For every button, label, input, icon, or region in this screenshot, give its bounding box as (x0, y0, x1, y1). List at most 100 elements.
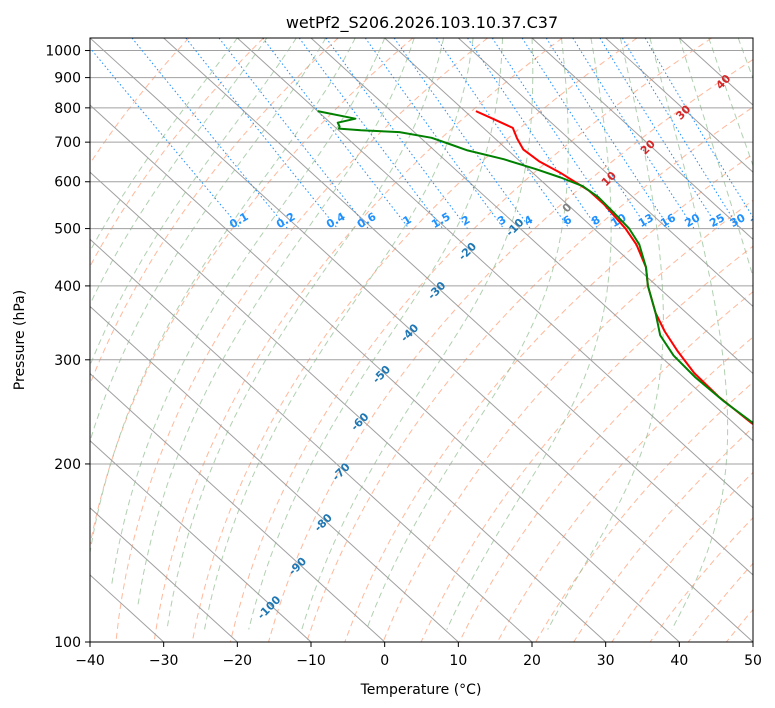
chart-title: wetPf2_S206.2026.103.10.37.C37 (286, 13, 558, 33)
isotherm-line (90, 372, 386, 642)
plot-frame (89, 37, 754, 643)
moist-adiabat-line (90, 38, 268, 306)
mixing-ratio-label: 1 (401, 213, 414, 228)
mixing-ratio-label: 13 (636, 211, 656, 230)
isotherm-line (605, 38, 753, 173)
y-tick-label: 100 (54, 635, 81, 651)
moist-adiabat-line (649, 38, 729, 630)
mixing-ratio-line (218, 38, 369, 229)
y-tick-label: 900 (54, 71, 81, 87)
temperature-profile-line (475, 110, 753, 426)
y-tick-label: 700 (54, 135, 81, 151)
mixing-ratio-line (262, 38, 410, 229)
moist-adiabat-line (708, 38, 753, 167)
isotherm-line (531, 38, 753, 241)
mixing-ratio-label: 0.1 (227, 210, 250, 231)
dewpoint-profile-line (317, 110, 753, 425)
mixing-ratio-label: 0.6 (355, 210, 379, 231)
mixing-ratio-line (131, 38, 288, 229)
mixing-ratio-label: 16 (658, 211, 678, 230)
isotherm-line (90, 507, 238, 642)
mixing-ratio-label: 25 (707, 211, 727, 230)
mixing-ratio-label: 0.4 (324, 210, 348, 231)
moist-adiabat-line (547, 38, 664, 630)
x-tick-label: −40 (75, 653, 105, 669)
x-tick-label: 50 (744, 653, 762, 669)
dry-adiabat-line (726, 608, 753, 642)
isotherm-label: -80 (312, 511, 335, 534)
dry-adiabat-line (535, 381, 753, 642)
dry-adiabat-line (611, 471, 753, 642)
dry-adiabat-line (268, 58, 753, 642)
mixing-ratio-line (364, 38, 505, 229)
y-tick-label: 400 (54, 279, 81, 295)
isotherm-line (310, 38, 753, 442)
dry-adiabat-line (90, 38, 414, 548)
isotherm-label: -40 (398, 321, 421, 344)
x-tick-label: 20 (523, 653, 541, 669)
x-tick-label: 10 (449, 653, 467, 669)
dry-adiabat-line (420, 245, 753, 642)
x-axis-label: Temperature (°C) (360, 682, 482, 698)
moist-adiabat-line (301, 38, 534, 630)
dry-adiabat-line (115, 38, 488, 642)
mixing-ratio-label: 1.5 (429, 210, 452, 231)
dry-adiabat-line (191, 38, 638, 642)
mixing-ratio-line (599, 38, 720, 229)
isotherm-line (457, 38, 753, 308)
isotherm-label: -60 (348, 410, 371, 433)
isotherm-line (90, 171, 607, 642)
dry-adiabat-line (649, 517, 753, 642)
y-tick-label: 1000 (45, 44, 81, 60)
moist-adiabat-line (366, 38, 569, 630)
mixing-ratio-line (521, 38, 649, 229)
x-tick-label: −30 (149, 653, 179, 669)
isotherm-label: 40 (713, 72, 733, 92)
isotherm-line (90, 305, 459, 642)
isotherm-line (236, 38, 753, 509)
y-tick-label: 800 (54, 101, 81, 117)
dry-adiabat-line (687, 562, 753, 642)
y-tick-label: 300 (54, 353, 81, 369)
mixing-ratio-label: 30 (728, 211, 748, 230)
mixing-ratio-line (621, 38, 740, 229)
dry-adiabat-line (306, 106, 753, 642)
mixing-ratio-label: 36 (748, 211, 768, 230)
moist-adiabat-line (678, 38, 753, 279)
moist-adiabat-line (737, 38, 753, 80)
isotherm-label: 30 (673, 102, 693, 122)
isotherm-label: -90 (286, 555, 309, 578)
x-tick-label: 30 (597, 653, 615, 669)
mixing-ratio-label: 20 (683, 211, 703, 230)
moist-adiabat-line (204, 38, 474, 630)
dry-adiabat-line (496, 336, 753, 642)
mixing-ratio-line (435, 38, 570, 229)
isotherm-label: -50 (370, 363, 393, 386)
isotherm-label: -100 (255, 593, 284, 622)
dry-adiabat-line (90, 38, 190, 165)
mixing-ratio-line (467, 38, 599, 229)
mixing-ratio-line (572, 38, 695, 229)
dry-adiabat-line (765, 38, 775, 642)
x-tick-label: 0 (380, 653, 389, 669)
isotherm-line (90, 104, 680, 642)
mixing-ratio-label: 0.2 (274, 210, 297, 231)
mixing-ratio-line (545, 38, 671, 229)
mixing-ratio-label: 2 (459, 213, 472, 228)
isotherm-label: 0 (560, 200, 575, 215)
mixing-ratio-line (393, 38, 531, 229)
isotherm-line (90, 238, 533, 642)
moist-adiabat-line (90, 38, 297, 367)
isotherm-line (90, 439, 312, 642)
moist-adiabat-line (446, 38, 612, 630)
dry-adiabat-line (153, 38, 563, 642)
isotherm-label: 10 (599, 169, 619, 189)
mixing-ratio-line (491, 38, 621, 229)
moist-adiabat-line (166, 38, 445, 630)
y-tick-label: 200 (54, 457, 81, 473)
dry-adiabat-line (90, 38, 264, 268)
mixing-ratio-line (325, 38, 468, 229)
x-tick-label: −20 (223, 653, 253, 669)
mixing-ratio-line (185, 38, 338, 229)
moist-adiabat-line (111, 38, 386, 585)
